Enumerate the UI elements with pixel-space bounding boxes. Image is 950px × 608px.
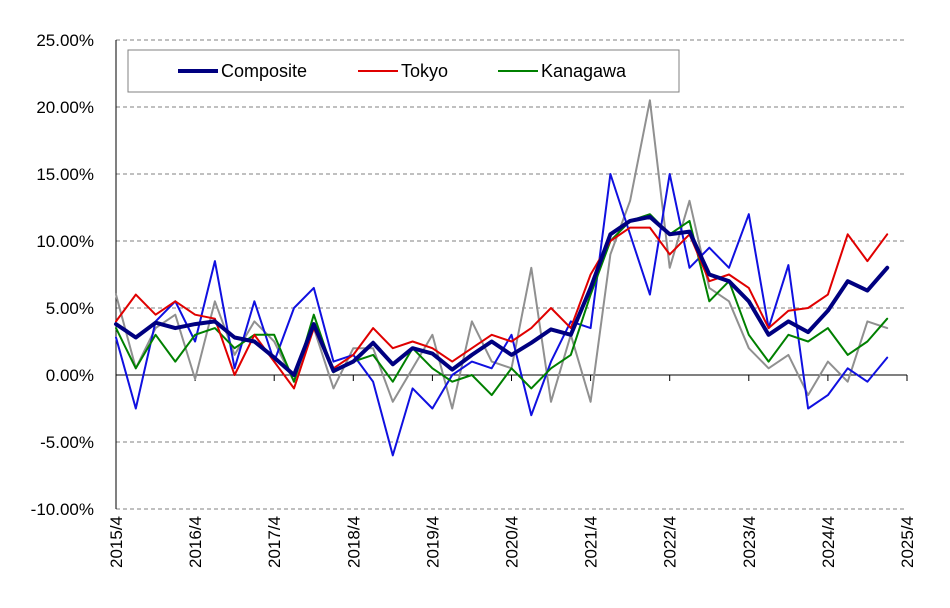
legend: Composite Tokyo Kanagawa	[127, 49, 680, 93]
x-tick-label: 2015/4	[107, 516, 126, 568]
series-line	[114, 214, 890, 377]
x-tick-label: 2020/4	[503, 516, 522, 568]
x-tick-label: 2016/4	[186, 516, 205, 568]
y-tick-label: 25.00%	[36, 31, 94, 50]
x-tick-label: 2022/4	[661, 516, 680, 568]
x-tick-label: 2017/4	[265, 516, 284, 568]
y-tick-label: 15.00%	[36, 165, 94, 184]
y-tick-label: 10.00%	[36, 232, 94, 251]
y-tick-label: 5.00%	[46, 299, 94, 318]
x-tick-label: 2024/4	[819, 516, 838, 568]
x-tick-labels: 2015/4 2016/4 2017/4 2018/4 2019/4 2020/4 2021…	[107, 516, 917, 568]
x-axis	[115, 40, 908, 509]
series-lines	[114, 99, 890, 457]
legend-box	[127, 49, 680, 93]
series-line	[115, 226, 889, 390]
y-tick-label: 20.00%	[36, 98, 94, 117]
y-tick-label: 0.00%	[46, 366, 94, 385]
x-tick-label: 2018/4	[344, 516, 363, 568]
x-tick-label: 2021/4	[582, 516, 601, 568]
y-tick-labels: -10.00% -5.00% 0.00% 5.00% 10.00% 15.00% 20.00…	[31, 31, 94, 519]
legend-label: Tokyo	[401, 61, 448, 81]
legend-items: Composite Tokyo Kanagawa	[178, 61, 627, 81]
legend-label: Kanagawa	[541, 61, 627, 81]
series-line	[115, 173, 889, 457]
y-tick-label: -5.00%	[40, 433, 94, 452]
y-tick-label: -10.00%	[31, 500, 94, 519]
x-tick-label: 2019/4	[423, 516, 442, 568]
x-tick-label: 2025/4	[898, 516, 917, 568]
legend-label: Composite	[221, 61, 307, 81]
x-tick-label: 2023/4	[740, 516, 759, 568]
